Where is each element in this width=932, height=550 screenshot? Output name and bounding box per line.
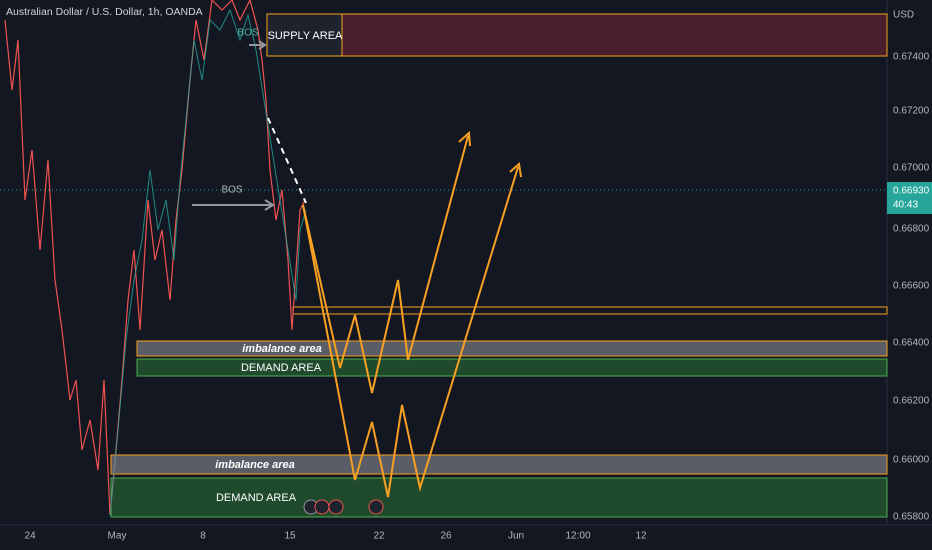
- demand-zone: [136, 358, 888, 377]
- projection-path: [302, 135, 469, 394]
- demand-zone: [110, 477, 888, 518]
- event-icon[interactable]: [328, 499, 344, 515]
- projection-arrowhead: [458, 130, 471, 147]
- trend-line: [267, 117, 307, 204]
- price-label: 0.66000: [893, 455, 930, 466]
- price-label: 0.67200: [893, 106, 930, 117]
- imbalance-label: imbalance area: [242, 343, 322, 355]
- supply-label: SUPPLY AREA: [268, 30, 343, 42]
- time-label: Jun: [508, 531, 524, 542]
- price-action-up: [109, 8, 307, 516]
- projection-path: [302, 166, 519, 498]
- time-label: 12:00: [565, 531, 590, 542]
- price-action: [4, 0, 306, 516]
- chart-title: Australian Dollar / U.S. Dollar, 1h, OAN…: [6, 6, 203, 18]
- bos-arrowhead: [258, 40, 267, 50]
- time-label: 12: [635, 531, 647, 542]
- bos-arrowhead: [264, 199, 275, 211]
- imbalance-label: imbalance area: [215, 459, 295, 471]
- time-labels: 24 May 8 15 22 26 Jun 12:00 12: [24, 531, 647, 542]
- countdown: 40:43: [893, 200, 918, 211]
- time-label: 8: [200, 531, 206, 542]
- time-label: 24: [24, 531, 36, 542]
- price-label: 0.67400: [893, 52, 930, 63]
- event-icon[interactable]: [368, 499, 384, 515]
- time-label: 15: [284, 531, 296, 542]
- event-icon[interactable]: [314, 499, 330, 515]
- time-label: May: [108, 531, 127, 542]
- supply-zone: [266, 13, 888, 57]
- current-price: 0.66930: [893, 186, 930, 197]
- demand-label: DEMAND AREA: [216, 492, 297, 504]
- bos-label: BOS: [221, 185, 242, 196]
- imbalance-zone: [110, 454, 888, 475]
- currency-label: USD: [893, 10, 914, 21]
- current-price-box: [887, 182, 932, 214]
- price-label: 0.67000: [893, 163, 930, 174]
- price-label: 0.66800: [893, 224, 930, 235]
- price-label: 0.66400: [893, 338, 930, 349]
- supply-label-box: [266, 13, 343, 57]
- projection-arrowhead: [509, 162, 522, 178]
- time-label: 22: [373, 531, 385, 542]
- demand-label: DEMAND AREA: [241, 362, 322, 374]
- price-label: 0.65800: [893, 512, 930, 523]
- price-label: 0.66200: [893, 396, 930, 407]
- bos-label: BOS: [237, 28, 258, 39]
- time-label: 26: [440, 531, 452, 542]
- price-labels: 0.67400 0.67200 0.67000 0.66800 0.66600 0.664…: [893, 52, 930, 523]
- price-label: 0.66600: [893, 281, 930, 292]
- imbalance-zone: [136, 340, 888, 357]
